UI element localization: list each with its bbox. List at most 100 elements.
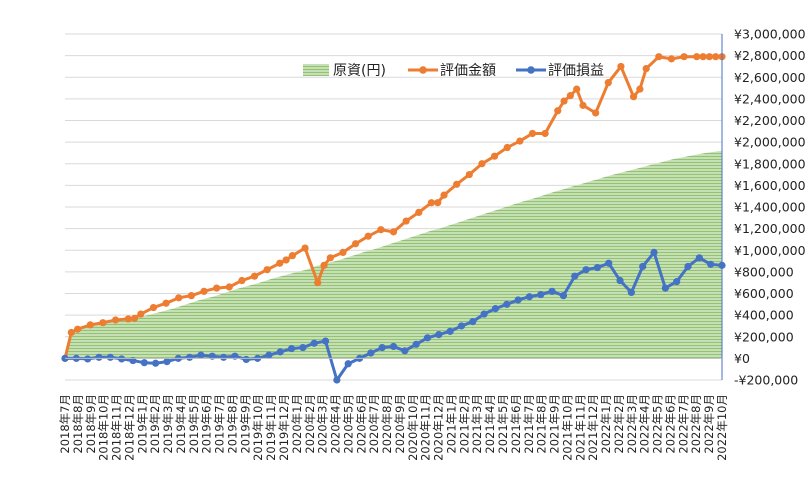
data-point-2: [435, 330, 443, 339]
data-point-2: [661, 284, 669, 292]
data-point-2: [186, 353, 194, 361]
y-tick-label: ¥2,400,000: [734, 91, 806, 106]
data-point-1: [636, 85, 644, 93]
data-point-1: [111, 316, 120, 324]
x-tick-label: 2019年1月: [135, 394, 149, 454]
data-point-1: [604, 79, 612, 87]
x-tick-label: 2022年7月: [676, 394, 690, 454]
x-tick-label: 2020年4月: [329, 394, 343, 454]
data-point-1: [124, 315, 132, 323]
data-point-2: [673, 278, 681, 286]
area-layer: [65, 150, 722, 359]
data-point-1: [276, 259, 284, 267]
x-tick-label: 2020年7月: [367, 394, 381, 454]
x-tick-label: 2020年11月: [419, 394, 433, 461]
data-point-1: [339, 248, 347, 257]
data-point-1: [642, 65, 650, 73]
data-point-2: [287, 345, 296, 353]
data-point-1: [617, 62, 625, 71]
data-point-2: [84, 355, 92, 363]
data-point-2: [95, 353, 103, 361]
x-tick-label: 2019年4月: [174, 394, 188, 454]
x-tick-label: 2019年6月: [200, 394, 214, 454]
data-point-1: [440, 191, 448, 199]
data-point-2: [514, 296, 522, 304]
data-point-2: [548, 287, 556, 295]
x-tick-label: 2022年6月: [664, 394, 678, 454]
data-point-2: [480, 310, 488, 318]
legend-marker-profit: [527, 66, 535, 74]
data-point-2: [163, 358, 171, 366]
data-point-2: [491, 305, 500, 313]
x-tick-label: 2022年8月: [689, 394, 703, 454]
data-point-2: [344, 360, 352, 368]
data-point-1: [490, 152, 499, 160]
x-axis: 2018年7月2018年8月2018年9月2018年10月2018年11月201…: [58, 357, 729, 461]
data-point-2: [571, 272, 579, 280]
data-point-1: [427, 199, 435, 207]
y-tick-label: ¥2,000,000: [734, 135, 806, 150]
x-tick-label: 2018年8月: [71, 394, 85, 454]
data-point-2: [378, 343, 386, 352]
x-tick-label: 2018年12月: [122, 394, 136, 461]
x-tick-label: 2020年2月: [303, 394, 317, 454]
data-point-1: [225, 283, 233, 291]
data-point-2: [401, 347, 409, 355]
data-point-1: [389, 228, 398, 236]
x-tick-label: 2020年6月: [354, 394, 368, 454]
data-point-1: [465, 170, 473, 179]
data-point-2: [219, 353, 228, 361]
data-point-2: [525, 293, 534, 301]
x-tick-label: 2022年10月: [715, 394, 729, 461]
data-point-1: [680, 53, 688, 61]
data-point-2: [106, 353, 114, 361]
x-tick-label: 2021年11月: [573, 394, 587, 461]
x-tick-label: 2022年5月: [651, 394, 665, 454]
x-tick-label: 2020年5月: [341, 394, 355, 454]
x-tick-label: 2021年1月: [445, 394, 459, 454]
x-tick-label: 2019年9月: [238, 394, 252, 454]
data-point-1: [579, 101, 587, 109]
y-axis: -¥200,000 ¥0 ¥200,000 ¥400,000 ¥600,000 ¥800,…: [721, 27, 806, 388]
x-tick-label: 2019年10月: [251, 394, 265, 461]
data-point-2: [457, 322, 466, 330]
data-point-2: [537, 290, 545, 299]
data-point-2: [559, 292, 568, 300]
data-point-1: [503, 143, 511, 152]
data-point-1: [130, 314, 139, 322]
data-point-1: [415, 208, 423, 217]
x-tick-label: 2022年4月: [638, 394, 652, 454]
y-tick-label: ¥1,800,000: [734, 156, 806, 171]
x-tick-label: 2021年10月: [560, 394, 574, 461]
x-tick-label: 2019年2月: [148, 394, 162, 454]
data-point-2: [446, 327, 454, 335]
data-point-2: [152, 359, 160, 367]
data-point-1: [250, 272, 259, 280]
x-tick-label: 2022年9月: [702, 394, 716, 454]
data-point-2: [423, 334, 432, 342]
data-point-1: [364, 232, 372, 240]
data-point-1: [326, 254, 334, 262]
y-tick-label: ¥2,800,000: [734, 48, 806, 63]
data-point-2: [389, 342, 398, 351]
data-point-1: [541, 129, 549, 138]
data-point-1: [149, 303, 158, 312]
data-point-2: [276, 348, 284, 356]
legend-label-capital: 原資(円): [333, 63, 386, 79]
x-tick-label: 2020年1月: [290, 394, 304, 454]
data-point-1: [137, 310, 145, 318]
y-tick-label: ¥1,000,000: [734, 243, 806, 258]
data-point-1: [528, 129, 537, 138]
data-point-2: [333, 376, 341, 384]
y-tick-label: ¥1,600,000: [734, 178, 806, 193]
x-tick-label: 2021年8月: [535, 394, 549, 454]
x-tick-label: 2021年6月: [509, 394, 523, 454]
data-point-2: [140, 359, 148, 367]
data-point-2: [265, 351, 273, 359]
y-tick-label: ¥0: [734, 351, 750, 366]
data-point-1: [655, 53, 663, 61]
data-point-2: [707, 260, 715, 268]
x-tick-label: 2021年2月: [457, 394, 471, 454]
